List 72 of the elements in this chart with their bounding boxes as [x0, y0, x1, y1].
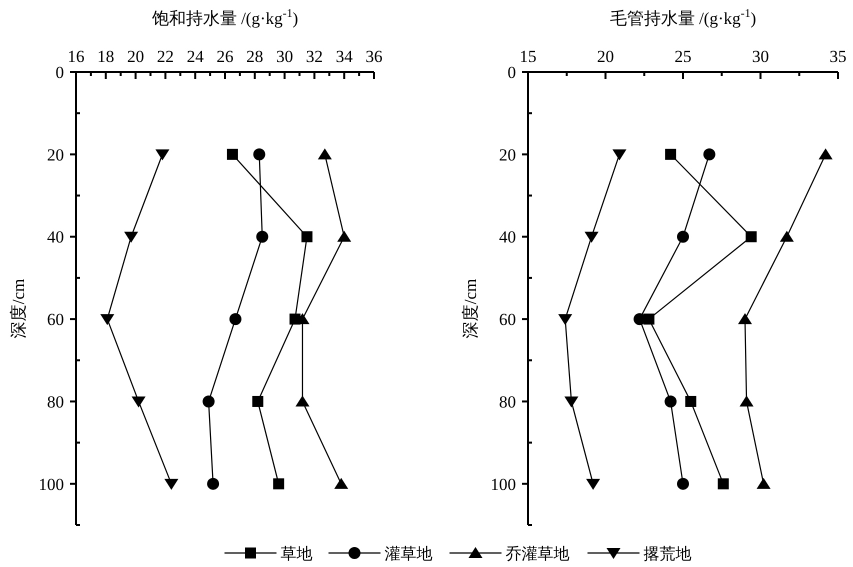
y-tick-label: 0: [508, 63, 516, 82]
point: [685, 396, 696, 407]
y-tick-label: 20: [47, 145, 64, 164]
y-tick-label: 0: [56, 63, 64, 82]
point: [226, 148, 238, 160]
y-axis-title: 深度/cm: [9, 278, 28, 338]
legend-label: 灌草地: [384, 545, 432, 563]
point: [337, 230, 352, 242]
x-tick-label: 20: [597, 47, 614, 66]
y-tick-label: 100: [490, 474, 516, 494]
y-tick-label: 100: [38, 474, 64, 494]
point: [132, 396, 146, 408]
point: [584, 232, 599, 243]
x-tick-label: 18: [97, 47, 114, 66]
x-tick-label: 24: [186, 47, 204, 66]
point: [295, 395, 310, 406]
point: [564, 396, 578, 408]
x-tick-label: 35: [830, 47, 846, 66]
point: [703, 148, 716, 160]
point: [718, 478, 729, 490]
x-tick-label: 28: [246, 47, 264, 66]
x-tick-label: 20: [127, 47, 144, 66]
point: [164, 478, 178, 490]
x-tick-label: 30: [276, 47, 294, 66]
point: [124, 232, 138, 243]
x-tick-label: 16: [68, 47, 84, 66]
y-tick-label: 80: [499, 392, 516, 412]
point: [155, 149, 170, 160]
point: [207, 478, 220, 490]
point: [252, 396, 264, 407]
point: [334, 478, 348, 489]
y-tick-label: 40: [499, 228, 516, 247]
point: [677, 230, 689, 243]
y-axis-title: 深度/cm: [461, 278, 480, 338]
point: [100, 314, 114, 326]
point: [229, 313, 242, 326]
point: [780, 230, 794, 242]
point: [318, 148, 332, 160]
point: [558, 314, 572, 326]
point: [273, 478, 284, 490]
point: [612, 149, 626, 160]
x-tick-label: 30: [752, 47, 769, 66]
x-tick-label: 26: [216, 47, 234, 66]
y-tick-label: 60: [499, 310, 516, 330]
point: [664, 395, 677, 408]
legend-label: 草地: [280, 545, 312, 563]
point: [818, 148, 833, 160]
point: [738, 313, 752, 324]
point: [256, 230, 268, 243]
y-tick-label: 60: [47, 310, 64, 330]
point: [301, 231, 312, 242]
x-tick-label: 32: [306, 47, 323, 66]
legend-label: 撂荒地: [644, 545, 692, 563]
y-tick-label: 20: [499, 145, 516, 164]
point: [746, 231, 757, 242]
point: [253, 148, 266, 160]
point: [740, 395, 754, 406]
x-tick-label: 22: [156, 47, 174, 66]
point: [586, 478, 600, 490]
x-tick-label: 34: [336, 47, 354, 66]
x-tick-label: 25: [674, 47, 692, 66]
y-tick-label: 40: [47, 228, 64, 247]
point: [677, 478, 689, 490]
legend-label: 乔灌草地: [506, 545, 570, 563]
point: [756, 478, 771, 489]
x-tick-label: 36: [366, 47, 382, 66]
x-axis-title: 饱和持水量 /(g·kg$^{-1}$): [150, 6, 298, 28]
point: [665, 148, 676, 160]
x-tick-label: 15: [520, 47, 536, 66]
x-axis-title: 毛管持水量 /(g·kg$^{-1}$): [610, 6, 756, 28]
y-tick-label: 80: [47, 392, 64, 412]
point: [202, 395, 215, 408]
